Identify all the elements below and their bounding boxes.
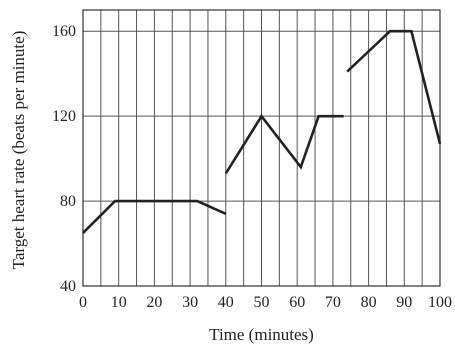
- series-line-segment: [346, 29, 442, 145]
- x-tick-label: 100: [428, 294, 452, 311]
- x-tick-label: 20: [146, 294, 162, 311]
- x-tick-label: 30: [182, 294, 198, 311]
- y-tick-label: 40: [60, 278, 76, 295]
- series-line-segment: [224, 113, 344, 175]
- x-tick-label: 50: [254, 294, 270, 311]
- x-tick-label: 10: [111, 294, 127, 311]
- x-tick-label: 60: [289, 294, 305, 311]
- x-tick-label: 80: [361, 294, 377, 311]
- y-axis-title: Target heart rate (beats per minute): [9, 31, 28, 270]
- series-line-segment: [82, 199, 227, 234]
- heart-rate-series: [82, 29, 442, 234]
- x-tick-label: 0: [79, 294, 87, 311]
- x-axis-title: Time (minutes): [209, 325, 314, 344]
- y-axis-ticks: 40 80 120 160: [52, 23, 76, 295]
- x-axis-ticks: 0 10 20 30 40 50 60 70 80 90 100: [79, 294, 452, 311]
- y-tick-label: 80: [60, 193, 76, 210]
- y-tick-label: 160: [52, 23, 76, 40]
- grid-lines: [82, 10, 441, 287]
- x-tick-label: 40: [218, 294, 234, 311]
- x-tick-label: 70: [325, 294, 341, 311]
- y-tick-label: 120: [52, 108, 76, 125]
- plot-frame: [82, 9, 441, 287]
- x-tick-label: 90: [396, 294, 412, 311]
